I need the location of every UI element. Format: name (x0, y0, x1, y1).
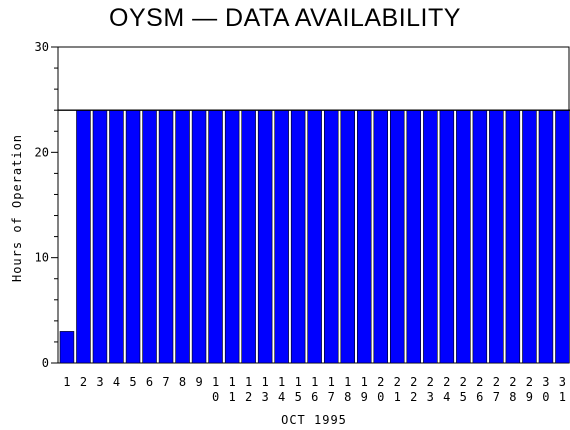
bar-5 (125, 109, 141, 364)
bar-11 (224, 109, 240, 364)
bar-3 (92, 109, 108, 364)
y-tick-label-10: 10 (35, 251, 49, 265)
bar-12 (241, 109, 256, 364)
x-tick-label-7: 7 (162, 375, 169, 389)
bar-4 (109, 109, 124, 364)
x-tick-label-1: 1 (63, 375, 70, 389)
bar-20 (373, 109, 388, 364)
chart-title: OYSM — DATA AVAILABILITY (109, 4, 461, 32)
bar-9 (191, 109, 207, 364)
bar-23 (423, 109, 438, 364)
bar-18 (340, 109, 355, 364)
bar-31 (555, 109, 570, 364)
y-tick-label-0: 0 (42, 356, 49, 370)
bar-27 (489, 109, 504, 364)
x-tick-label-5: 5 (129, 375, 136, 389)
x-tick-label-6: 6 (146, 375, 153, 389)
bar-6 (142, 109, 157, 364)
bar-19 (356, 109, 372, 364)
bar-26 (472, 109, 488, 364)
x-tick-label-8: 8 (179, 375, 186, 389)
x-tick-label-2: 2 (80, 375, 87, 389)
bar-10 (208, 109, 223, 364)
bar-17 (323, 109, 339, 364)
x-tick-label-4: 4 (113, 375, 120, 389)
x-axis-label: OCT 1995 (281, 413, 347, 427)
bar-1 (59, 331, 75, 364)
bar-8 (175, 109, 190, 364)
bar-16 (307, 109, 322, 364)
bar-24 (439, 109, 455, 364)
bar-14 (274, 109, 289, 364)
bar-30 (538, 109, 554, 364)
bar-22 (406, 109, 421, 364)
bar-25 (456, 109, 471, 364)
y-tick-label-20: 20 (35, 145, 49, 159)
bar-29 (522, 109, 537, 364)
x-tick-label-3: 3 (96, 375, 103, 389)
y-tick-label-30: 30 (35, 40, 49, 54)
bar-13 (257, 109, 273, 364)
bar-28 (505, 109, 521, 364)
bar-15 (290, 109, 306, 364)
bar-21 (389, 109, 405, 364)
x-tick-label-9: 9 (195, 375, 202, 389)
bar-2 (76, 109, 91, 364)
bar-7 (158, 109, 174, 364)
